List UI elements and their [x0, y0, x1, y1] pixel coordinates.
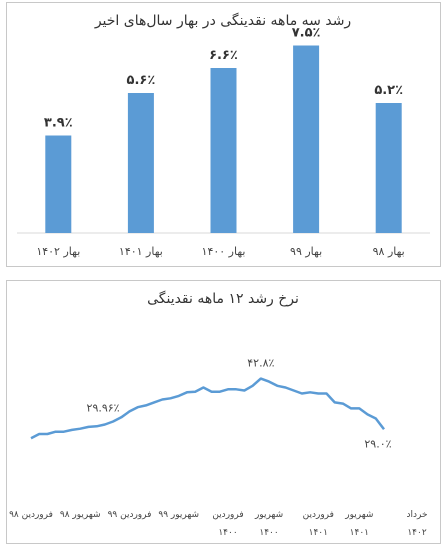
bar-value-label: ۷.۵٪ [292, 26, 321, 41]
x-tick-label: خرداد [406, 510, 427, 520]
x-tick-label: ۱۴۰۲ [407, 528, 427, 538]
x-tick-label: بهار ۱۴۰۲ [36, 245, 80, 258]
bar [293, 45, 320, 233]
x-tick-label: فروردین ۹۸ [9, 510, 53, 520]
bar [45, 135, 72, 233]
x-tick-label: ۱۴۰۰ [259, 528, 278, 538]
x-tick-label: بهار ۹۸ [373, 245, 405, 258]
bar-chart-panel: رشد سه ماهه نقدینگی در بهار سال‌های اخیر… [6, 2, 441, 267]
bar-value-label: ۶.۶٪ [209, 48, 238, 63]
bar [210, 68, 237, 233]
x-tick-label: بهار ۱۴۰۱ [119, 245, 163, 258]
bar-value-label: ۳.۹٪ [44, 116, 73, 131]
x-tick-label: شهریور ۹۹ [158, 510, 199, 520]
data-label: ۴۲.۸٪ [247, 357, 274, 370]
x-tick-label: شهریور [254, 510, 283, 520]
x-tick-label: بهار ۱۴۰۰ [202, 245, 246, 258]
line-chart: نرخ رشد ۱۲ ماهه نقدینگی ۲۹.۹۶٪ ۴۲.۸٪ ۲۹.۰٪… [9, 290, 427, 538]
data-label: ۲۹.۹۶٪ [87, 402, 120, 415]
x-tick-label: بهار ۹۹ [290, 245, 322, 258]
x-tick-label: ۱۴۰۰ [218, 528, 237, 538]
line-chart-title: نرخ رشد ۱۲ ماهه نقدینگی [147, 290, 299, 307]
x-tick-label: ۱۴۰۱ [350, 528, 369, 538]
x-tick-label: شهریور [344, 510, 373, 520]
bar [127, 93, 154, 233]
x-tick-label: شهریور ۹۸ [60, 510, 101, 520]
line-chart-panel: نرخ رشد ۱۲ ماهه نقدینگی ۲۹.۹۶٪ ۴۲.۸٪ ۲۹.۰٪… [6, 280, 441, 544]
x-tick-label: فروردین [212, 510, 243, 520]
series-line [30, 377, 385, 440]
bar [375, 103, 402, 233]
bar-value-label: ۵.۶٪ [127, 73, 156, 88]
data-label: ۲۹.۰٪ [364, 437, 391, 450]
bar-value-label: ۵.۲٪ [374, 83, 403, 98]
x-tick-label: ۱۴۰۱ [309, 528, 328, 538]
bar-chart-title: رشد سه ماهه نقدینگی در بهار سال‌های اخیر [94, 12, 351, 29]
x-tick-label: فروردین ۹۹ [108, 510, 152, 520]
bar-chart: رشد سه ماهه نقدینگی در بهار سال‌های اخیر… [17, 12, 430, 258]
x-tick-label: فروردین [303, 510, 334, 520]
